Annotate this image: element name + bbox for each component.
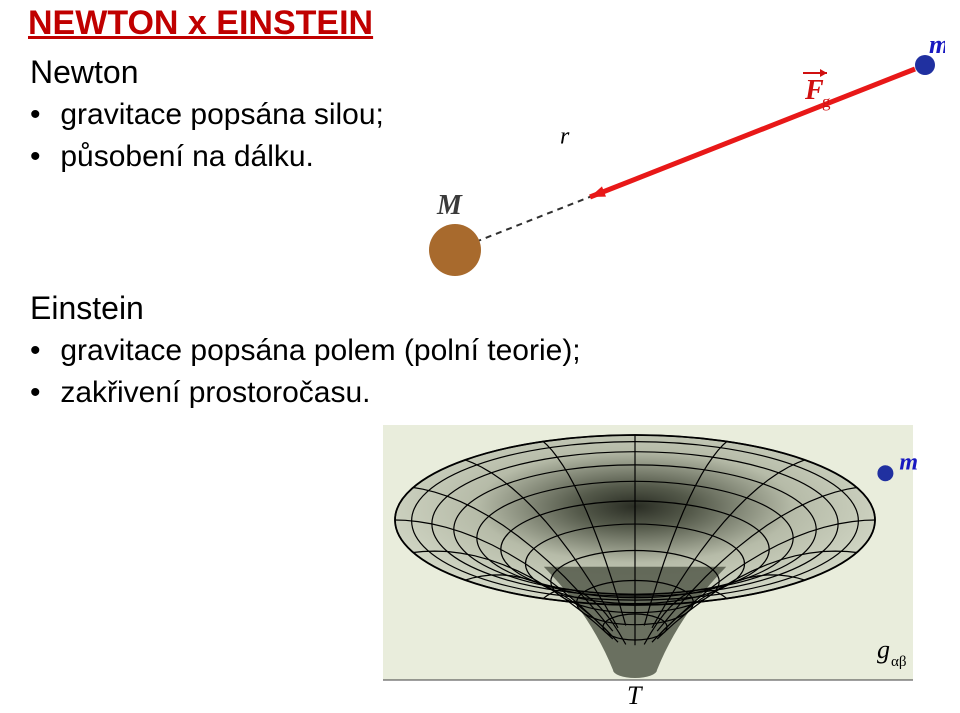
svg-text:m: m <box>899 449 918 475</box>
bullet-text: působení na dálku. <box>60 140 314 173</box>
bullet-dot: • <box>30 140 52 174</box>
bullet-text: gravitace popsána polem (polní teorie); <box>60 334 580 367</box>
einstein-diagram: m Tgαβ <box>365 400 945 710</box>
svg-text:r: r <box>560 124 570 150</box>
einstein-heading: Einstein <box>30 290 144 327</box>
svg-text:M: M <box>436 190 463 221</box>
newton-diagram: Mm r Fg <box>395 35 945 295</box>
svg-text:g: g <box>822 92 831 111</box>
slide-page: NEWTON x EINSTEIN Newton • gravitace pop… <box>0 0 960 713</box>
svg-text:m: m <box>929 35 945 59</box>
newton-heading: Newton <box>30 54 139 91</box>
bullet-dot: • <box>30 334 52 368</box>
newton-bullet-1: • gravitace popsána silou; <box>30 98 384 132</box>
title-text: NEWTON x EINSTEIN <box>28 4 373 42</box>
bullet-text: zakřivení prostoročasu. <box>60 376 370 409</box>
svg-text:g: g <box>877 635 890 664</box>
einstein-bullet-1: • gravitace popsána polem (polní teorie)… <box>30 334 581 368</box>
einstein-bullet-2: • zakřivení prostoročasu. <box>30 376 370 410</box>
svg-text:F: F <box>804 75 824 106</box>
svg-text:αβ: αβ <box>891 654 907 670</box>
newton-bullet-2: • působení na dálku. <box>30 140 314 174</box>
bullet-dot: • <box>30 376 52 410</box>
bullet-dot: • <box>30 98 52 132</box>
svg-text:T: T <box>627 681 643 710</box>
slide-title: NEWTON x EINSTEIN <box>28 4 373 43</box>
bullet-text: gravitace popsána silou; <box>60 98 384 131</box>
